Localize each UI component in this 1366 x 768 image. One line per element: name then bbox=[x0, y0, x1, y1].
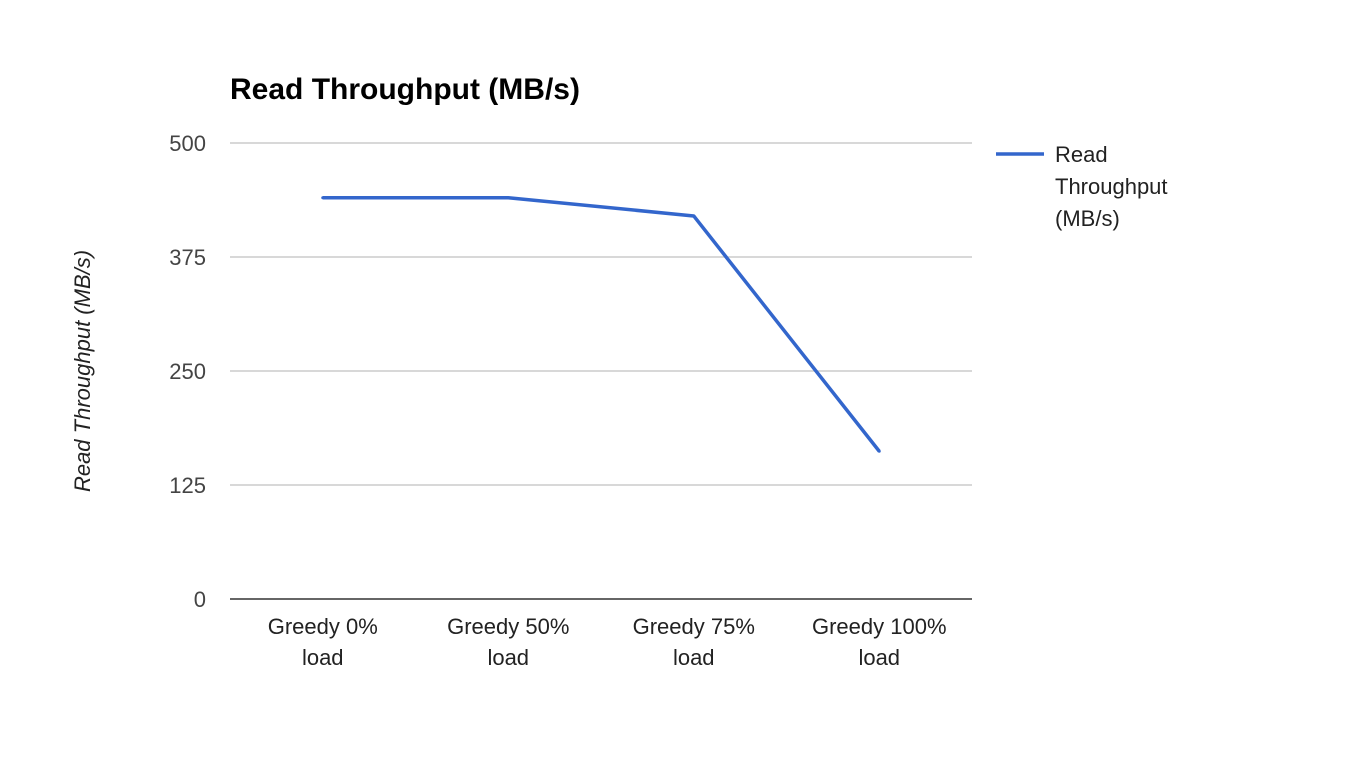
x-tick-label: Greedy 100% load bbox=[812, 614, 947, 670]
x-tick-label-line: load bbox=[673, 645, 715, 670]
legend-label-line: Read bbox=[1055, 142, 1108, 167]
y-tick-label: 250 bbox=[169, 359, 206, 384]
legend-label: Read Throughput (MB/s) bbox=[1055, 142, 1168, 231]
data-point bbox=[506, 196, 510, 200]
chart-title: Read Throughput (MB/s) bbox=[230, 73, 580, 106]
x-tick-label-line: load bbox=[302, 645, 344, 670]
x-tick-label: Greedy 50% load bbox=[447, 614, 569, 670]
y-tick-label: 375 bbox=[169, 245, 206, 270]
series-group bbox=[321, 195, 881, 453]
x-axis-categories: Greedy 0% load Greedy 50% load Greedy 75% loa… bbox=[268, 614, 947, 670]
x-tick-label-line: load bbox=[858, 645, 900, 670]
x-tick-label: Greedy 0% load bbox=[268, 614, 378, 670]
x-tick-label-line: Greedy 75% bbox=[633, 614, 755, 639]
x-tick-label-line: Greedy 0% bbox=[268, 614, 378, 639]
x-tick-label-line: load bbox=[487, 645, 529, 670]
y-tick-label: 125 bbox=[169, 473, 206, 498]
x-tick-label-line: Greedy 50% bbox=[447, 614, 569, 639]
x-tick-label-line: Greedy 100% bbox=[812, 614, 947, 639]
data-point bbox=[877, 449, 881, 453]
y-axis-label: Read Throughput (MB/s) bbox=[70, 250, 95, 492]
y-tick-label: 500 bbox=[169, 131, 206, 156]
gridlines bbox=[230, 142, 972, 486]
data-point bbox=[321, 196, 325, 200]
legend: Read Throughput (MB/s) bbox=[996, 142, 1168, 231]
legend-label-line: Throughput bbox=[1055, 174, 1168, 199]
data-point bbox=[692, 214, 696, 218]
x-tick-label: Greedy 75% load bbox=[633, 614, 755, 670]
series-line bbox=[322, 195, 881, 453]
legend-label-line: (MB/s) bbox=[1055, 206, 1120, 231]
y-tick-label: 0 bbox=[194, 587, 206, 612]
y-axis-ticks: 0 125 250 375 500 bbox=[169, 131, 206, 612]
